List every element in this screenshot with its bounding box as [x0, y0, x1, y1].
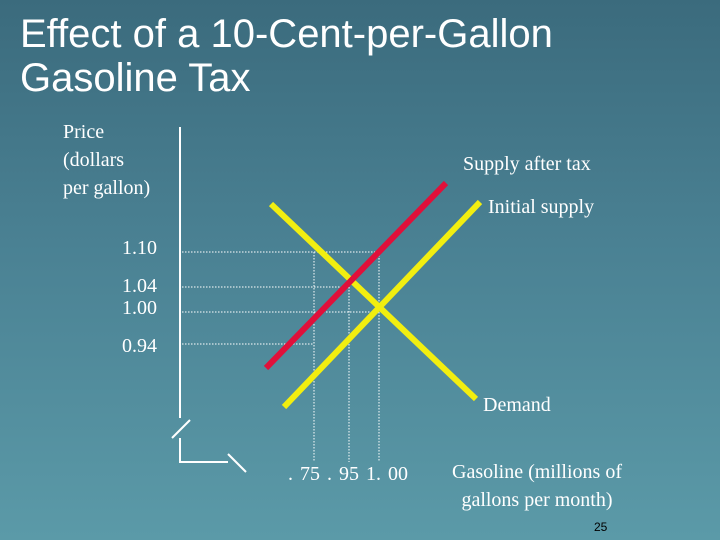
x-axis-label-line-1: Gasoline (millions of [452, 461, 622, 483]
x-axis-label: Gasoline (millions of gallons per month) [452, 458, 622, 514]
x-axis-label-line-2: gallons per month) [461, 489, 613, 511]
demand-curve [268, 201, 479, 402]
initial-supply-label: Initial supply [488, 196, 595, 218]
supply-after-tax-curve [263, 180, 449, 371]
y-axis-label-line-2: (dollars [63, 149, 125, 171]
axis-break-lower [227, 453, 247, 473]
y-axis-label-line-1: Price [63, 121, 105, 143]
axis-corner [179, 438, 228, 463]
y-tick-1-00: 1.00 [122, 297, 157, 319]
x-axis-ticks: . 75 . 95 1. 00 [288, 463, 408, 485]
y-tick-1-10: 1.10 [122, 237, 157, 259]
axis-break-upper [171, 419, 191, 439]
supply-after-tax-label: Supply after tax [463, 153, 591, 175]
initial-supply-curve [281, 199, 483, 410]
y-axis-label-line-3: per gallon) [63, 177, 151, 199]
slide-title-line-1: Effect of a 10-Cent-per-Gallon [20, 12, 553, 56]
slide-title-line-2: Gasoline Tax [20, 56, 251, 100]
page-number: 25 [594, 520, 608, 534]
y-tick-0-94: 0.94 [122, 335, 157, 357]
y-axis-label: Price (dollars per gallon) [63, 118, 150, 202]
demand-label: Demand [483, 394, 551, 416]
y-tick-1-04: 1.04 [122, 275, 157, 297]
slide-title: Effect of a 10-Cent-per-Gallon Gasoline … [20, 12, 710, 100]
